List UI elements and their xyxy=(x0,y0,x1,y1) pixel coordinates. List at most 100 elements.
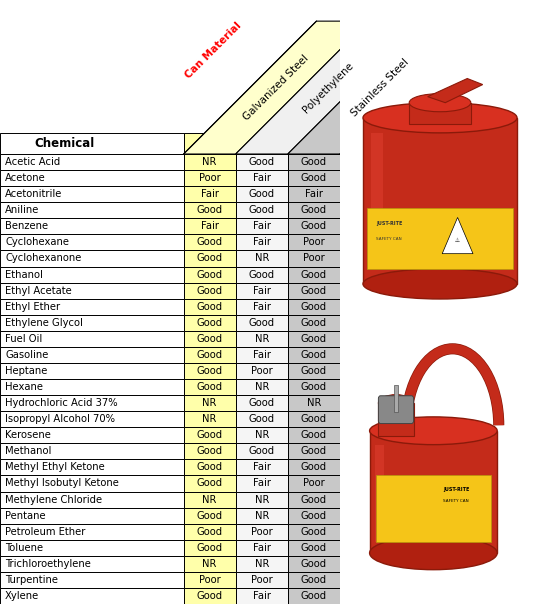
Bar xyxy=(0,460,184,475)
Text: Good: Good xyxy=(301,221,327,231)
Bar xyxy=(184,556,235,572)
Text: NR: NR xyxy=(255,254,269,263)
Bar xyxy=(235,186,288,202)
Text: Good: Good xyxy=(249,318,275,328)
Bar xyxy=(0,524,184,540)
Bar xyxy=(288,460,340,475)
Bar xyxy=(184,443,235,460)
Text: Poor: Poor xyxy=(303,478,324,489)
Bar xyxy=(0,218,184,234)
Text: Poor: Poor xyxy=(251,527,273,537)
Text: Good: Good xyxy=(196,478,223,489)
Text: Polyethylene: Polyethylene xyxy=(301,60,355,115)
Text: Fair: Fair xyxy=(201,189,218,199)
Text: Ethanol: Ethanol xyxy=(5,269,43,280)
Bar xyxy=(235,540,288,556)
Ellipse shape xyxy=(363,269,517,299)
Ellipse shape xyxy=(370,417,497,445)
Bar xyxy=(235,363,288,379)
Text: Good: Good xyxy=(301,559,327,569)
Text: Good: Good xyxy=(301,334,327,344)
Bar xyxy=(288,507,340,524)
Bar xyxy=(184,379,235,395)
Bar xyxy=(288,540,340,556)
Bar xyxy=(375,445,384,542)
Text: NR: NR xyxy=(255,559,269,569)
Text: Good: Good xyxy=(249,189,275,199)
Bar xyxy=(288,234,340,251)
Bar xyxy=(0,443,184,460)
Text: Good: Good xyxy=(196,301,223,312)
Bar xyxy=(376,475,491,542)
Text: Good: Good xyxy=(301,173,327,183)
Bar xyxy=(288,363,340,379)
Text: Fair: Fair xyxy=(252,237,271,248)
Bar xyxy=(0,251,184,266)
Bar xyxy=(288,266,340,283)
Bar xyxy=(0,572,184,588)
Bar xyxy=(184,186,235,202)
Text: Poor: Poor xyxy=(303,237,324,248)
Bar xyxy=(235,218,288,234)
Bar xyxy=(184,218,235,234)
Text: Hydrochloric Acid 37%: Hydrochloric Acid 37% xyxy=(5,398,118,408)
Text: Turpentine: Turpentine xyxy=(5,575,58,585)
Bar xyxy=(184,315,235,331)
Text: NR: NR xyxy=(255,334,269,344)
Bar xyxy=(235,443,288,460)
Ellipse shape xyxy=(409,94,471,112)
Bar xyxy=(0,315,184,331)
Bar xyxy=(0,170,184,186)
Bar xyxy=(235,492,288,507)
Text: Fair: Fair xyxy=(252,350,271,360)
Bar xyxy=(235,556,288,572)
Text: SAFETY CAN: SAFETY CAN xyxy=(376,237,402,240)
Bar xyxy=(0,154,184,170)
Bar xyxy=(0,492,184,507)
Bar xyxy=(0,507,184,524)
Text: Fair: Fair xyxy=(252,591,271,601)
Polygon shape xyxy=(184,21,368,154)
Text: NR: NR xyxy=(202,495,217,504)
Text: Good: Good xyxy=(196,318,223,328)
Text: NR: NR xyxy=(202,414,217,424)
Text: Good: Good xyxy=(301,510,327,521)
Bar xyxy=(288,133,340,154)
Bar xyxy=(288,572,340,588)
Bar xyxy=(235,460,288,475)
Bar xyxy=(184,427,235,443)
Bar xyxy=(235,234,288,251)
Bar xyxy=(288,218,340,234)
Text: Acetonitrile: Acetonitrile xyxy=(5,189,63,199)
Text: Ethyl Ether: Ethyl Ether xyxy=(5,301,60,312)
Text: Fair: Fair xyxy=(252,478,271,489)
Bar xyxy=(235,588,288,604)
Text: Good: Good xyxy=(196,366,223,376)
Bar xyxy=(0,298,184,315)
Bar xyxy=(288,379,340,395)
Bar xyxy=(184,331,235,347)
Bar xyxy=(184,266,235,283)
Text: Good: Good xyxy=(196,527,223,537)
Text: Chemical: Chemical xyxy=(34,137,95,150)
Polygon shape xyxy=(370,431,497,553)
Bar xyxy=(288,186,340,202)
Bar xyxy=(235,154,288,170)
Bar xyxy=(288,395,340,411)
Text: Good: Good xyxy=(196,463,223,472)
Bar xyxy=(0,186,184,202)
Text: Fair: Fair xyxy=(252,301,271,312)
Bar xyxy=(184,572,235,588)
Bar xyxy=(184,475,235,492)
Text: Methyl Isobutyl Ketone: Methyl Isobutyl Ketone xyxy=(5,478,119,489)
Bar xyxy=(235,379,288,395)
Text: Methylene Chloride: Methylene Chloride xyxy=(5,495,102,504)
Text: Fair: Fair xyxy=(252,286,271,295)
Bar xyxy=(0,588,184,604)
Bar xyxy=(235,347,288,363)
Text: JUST-RITE: JUST-RITE xyxy=(443,487,470,492)
Bar xyxy=(409,103,471,124)
Text: Good: Good xyxy=(301,301,327,312)
Text: Trichloroethylene: Trichloroethylene xyxy=(5,559,91,569)
Bar xyxy=(184,154,235,170)
